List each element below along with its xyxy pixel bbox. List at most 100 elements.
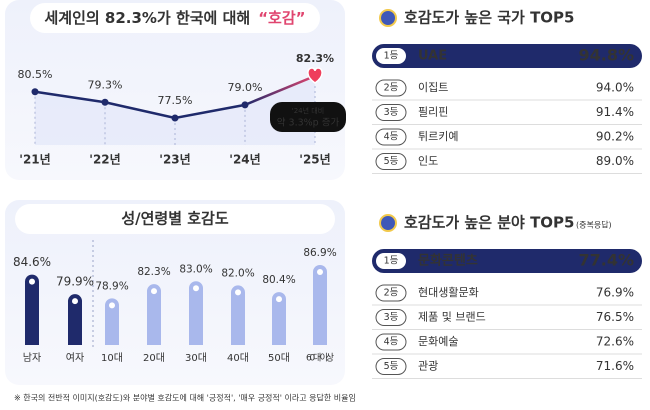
value: 94.8% — [578, 46, 634, 65]
rank-badge — [375, 333, 407, 351]
name: 문화콘텐츠 — [418, 253, 478, 269]
value: 72.6% — [596, 335, 634, 349]
value-label: 83.0% — [179, 263, 212, 275]
name: 이집트 — [418, 81, 448, 94]
line — [34, 90, 246, 120]
bar — [68, 294, 82, 345]
x-tick-label: 30대 — [185, 352, 207, 364]
medal — [379, 214, 397, 232]
bar-dot — [317, 269, 323, 275]
rank: 3등 — [384, 312, 399, 323]
rank: 1등 — [384, 51, 399, 62]
annotation: '24년 대비 — [292, 106, 324, 115]
value-label: 79.0% — [228, 81, 263, 94]
rank: 1등 — [384, 256, 399, 267]
value-label: 82.0% — [221, 267, 254, 279]
x-tick-label: 60대 이상 — [306, 353, 334, 364]
name: 튀르키예 — [418, 130, 458, 143]
bar — [313, 265, 327, 345]
bar-dot — [29, 278, 35, 285]
x-tick-label: 50대 — [268, 352, 290, 364]
value: 76.9% — [596, 286, 634, 300]
value-label: 84.6% — [13, 255, 51, 269]
x-tick-label: '25년 — [299, 153, 330, 167]
value-label: 77.5% — [158, 94, 193, 107]
rank: 5등 — [384, 361, 399, 372]
medal — [379, 9, 397, 27]
line-segment — [244, 74, 316, 107]
bar — [147, 284, 161, 345]
callout — [270, 102, 346, 132]
rank-badge — [375, 104, 407, 121]
value: 90.2% — [596, 130, 634, 144]
x-tick-label: 10대 — [101, 352, 123, 364]
ranking-title: 호감도가 높은 분야 TOP5 — [404, 214, 574, 232]
x-tick-label: 여자 — [66, 352, 84, 364]
value-label: 80.4% — [262, 274, 295, 286]
rank: 2등 — [384, 288, 399, 299]
name: UAE — [418, 49, 447, 64]
value-label: 79.9% — [56, 275, 94, 289]
x-tick-label: '22년 — [89, 153, 120, 167]
heart — [307, 67, 323, 84]
value-label: 79.3% — [88, 78, 123, 91]
name: 문화예술 — [418, 335, 458, 348]
name: 관광 — [418, 360, 438, 373]
annotation: 약 3.3%p 증가 — [277, 117, 340, 129]
bar-title: 성/연령별 호감도 — [121, 210, 229, 228]
row-highlight — [372, 44, 642, 68]
row-highlight — [372, 249, 642, 273]
bar-dot — [276, 296, 282, 303]
value: 77.4% — [578, 251, 634, 270]
rank: 5등 — [384, 156, 399, 167]
bar — [25, 274, 39, 345]
bar-dot — [72, 298, 78, 305]
point — [171, 114, 179, 122]
title-highlight: “호감” — [258, 9, 305, 27]
value-label: 80.5% — [18, 68, 53, 81]
value-label: 86.9% — [303, 247, 336, 259]
x-tick-label: 40대 — [227, 352, 249, 364]
ranking-title: 호감도가 높은 국가 TOP5 — [404, 9, 574, 27]
line-title: 세계인의 82.3%가 한국에 대해 “호감” — [44, 9, 305, 27]
x-tick-label: 남자 — [23, 352, 41, 364]
bar-dot — [235, 289, 241, 296]
bar-panel — [5, 200, 345, 385]
name: 인도 — [418, 155, 438, 168]
value: 76.5% — [596, 310, 634, 324]
title-pill — [15, 204, 335, 234]
rank-badge — [375, 284, 407, 302]
rank-badge — [375, 128, 407, 146]
bar — [272, 292, 286, 345]
bar-dot — [193, 285, 199, 292]
point — [101, 98, 109, 106]
name: 현대생활문화 — [418, 285, 479, 299]
bar-dot — [151, 288, 157, 295]
name: 제품 및 브랜드 — [418, 311, 486, 324]
rank-badge — [375, 79, 407, 97]
value: 71.6% — [596, 359, 634, 373]
rank-badge — [375, 358, 407, 375]
rank: 4등 — [384, 132, 399, 143]
ranking-note: (중복응답) — [576, 220, 612, 230]
bar — [189, 281, 203, 345]
x-tick-label: '21년 — [19, 153, 50, 167]
point — [31, 88, 39, 96]
title-text: 세계인의 82.3%가 한국에 대해 — [44, 9, 250, 27]
value-label: 82.3% — [296, 52, 334, 65]
rank-badge — [375, 309, 407, 326]
value-label: 78.9% — [95, 280, 128, 292]
value: 91.4% — [596, 105, 634, 119]
value-label: 82.3% — [137, 266, 170, 278]
bar-dot — [109, 302, 115, 309]
rank: 4등 — [384, 337, 399, 348]
bar — [231, 285, 245, 345]
bar — [105, 298, 119, 345]
rank-badge — [376, 48, 406, 64]
rank-badge — [375, 153, 407, 170]
x-tick-label: '23년 — [159, 153, 190, 167]
value: 94.0% — [596, 81, 634, 95]
rank-badge — [376, 253, 406, 269]
footnote: ※ 한국의 전반적 이미지(호감도)와 분야별 호감도에 대해 '긍정적', '… — [14, 393, 356, 403]
